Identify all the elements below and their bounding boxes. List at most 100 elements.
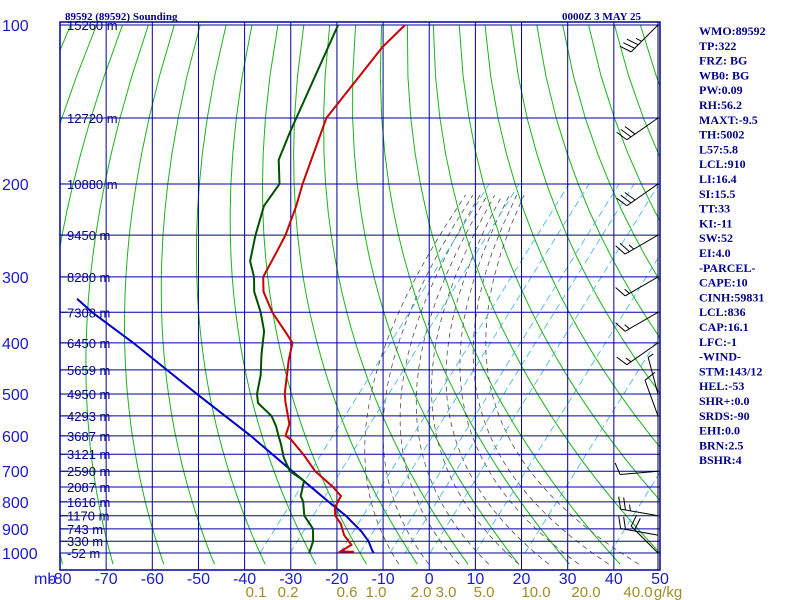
wind-barb-half-flag [635,37,642,42]
index-line: PW:0.09 [699,83,743,97]
wind-barb-flag [616,197,628,207]
mixing-ratio-label: g/kg [654,584,682,600]
index-line: -PARCEL- [699,261,755,275]
index-line: LFC:-1 [699,335,737,349]
mixing-ratio-line [259,183,490,554]
index-line: -WIND- [699,350,741,364]
pressure-tick-label: 700 [2,464,29,481]
temperature-tick-label: -30 [279,571,302,588]
index-line: CINH:59831 [699,290,764,304]
pressure-unit-label: mb [34,571,56,588]
height-label: 4950 m [67,387,110,402]
wind-barb-flag [623,497,626,511]
pressure-tick-label: 200 [2,177,29,194]
wind-barb-half-flag [628,244,635,250]
adiabat-lines [60,24,800,565]
wind-barb-flag [630,514,638,527]
temperature-tick-label: 0 [425,571,434,588]
temperature-tick-label: -70 [95,571,118,588]
height-label: 2590 m [67,464,110,479]
index-line: LCL:910 [699,157,746,171]
index-line: EHI:0.0 [699,424,740,438]
wind-barb [615,234,659,255]
plot-frame [59,21,661,571]
wind-barb [616,117,659,141]
mixing-ratio-label: 5.0 [474,584,495,600]
mixing-ratio-line [524,334,660,554]
grid [59,21,661,571]
wind-barb-half-flag [625,357,632,363]
wind-barb-staff [624,234,659,255]
mixing-ratio-line [474,254,660,554]
wind-barb-staff [620,508,659,517]
wind-barb-staff [626,183,659,207]
mixing-ratio-line [609,471,660,554]
mixing-ratio-label: 20.0 [571,584,600,600]
dry-adiabat [510,24,660,394]
profiles [76,24,406,554]
mixing-ratio-line [359,183,590,554]
wind-barb-flag [619,242,630,252]
index-line: HEL:-53 [699,379,744,393]
wind-barb [615,276,659,297]
wind-barb [615,311,659,332]
index-line: TT:33 [699,202,730,216]
wind-barb-flag [624,192,636,201]
index-line: SI:15.5 [699,187,735,201]
index-line: WMO:89592 [699,24,766,38]
temperature-tick-label: 10 [466,571,484,588]
index-line: SW:52 [699,231,733,245]
index-line: RH:56.2 [699,98,742,112]
pressure-tick-label: 600 [2,429,29,446]
wind-barb [616,183,659,207]
index-line: SHR+:0.0 [699,394,750,408]
moist-adiabat [445,194,550,565]
temperature-tick-label: -40 [233,571,256,588]
wind-barb [647,353,659,395]
wind-barb [614,462,659,476]
dry-adiabat [293,24,418,565]
wind-barb-staff [630,525,659,554]
wind-barb-staff [626,342,659,366]
height-label: 330 m [67,534,103,549]
wind-barb-flag [634,518,641,530]
height-label: 2087 m [67,480,110,495]
index-line: BRN:2.5 [699,438,743,452]
dry-adiabat [195,24,266,565]
wind-barb-flag [644,371,656,381]
wind-barb-flag [623,42,635,49]
wind-barb-flag [623,516,626,530]
index-line: FRZ: BG [699,54,747,68]
index-line: L57:5.8 [699,142,738,156]
dry-adiabat [588,24,660,222]
wind-barb-staff [620,528,659,536]
wind-barb-flag [618,496,622,510]
mixing-ratio-label: 3.0 [436,584,457,600]
dry-adiabat [261,24,368,565]
temperature-profile [262,24,406,553]
height-label: 1170 m [67,509,109,524]
height-label: 9450 m [67,228,110,243]
height-label: 1616 m [67,495,110,510]
pressure-tick-label: 800 [2,495,29,512]
mixing-ratio-label: 1.0 [366,584,387,600]
dry-adiabat [379,24,570,565]
wind-barb-flag [618,515,622,529]
pressure-tick-label: 900 [2,522,29,539]
wind-barb-staff [647,357,659,395]
height-label: -52 m [67,546,100,561]
dry-adiabat [484,24,660,448]
dry-adiabat [770,25,800,564]
index-line: KI:-11 [699,216,732,230]
temperature-tick-label: 20 [513,571,531,588]
wind-barb-flag [620,128,632,138]
height-label: 5659 m [67,363,110,378]
index-line: SRDS:-90 [699,409,750,423]
wind-barb-staff [626,117,659,141]
mixing-ratio-line [339,183,570,554]
pressure-tick-label: 500 [2,387,29,404]
wind-barb-flag [615,322,626,332]
pressure-tick-label: 1000 [2,546,38,563]
